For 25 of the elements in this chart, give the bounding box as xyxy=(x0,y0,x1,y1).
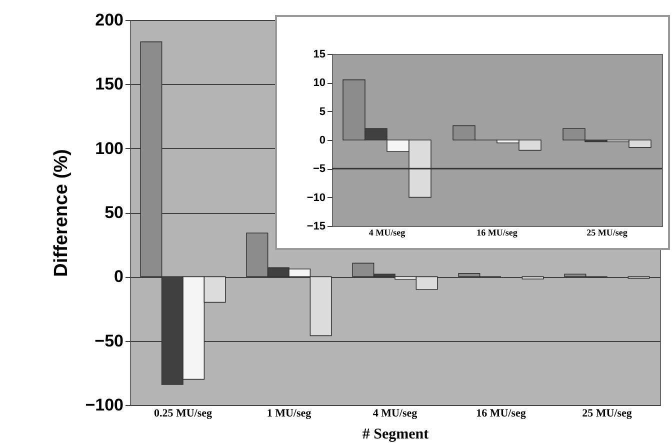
y-tick-label: 15 xyxy=(313,48,326,60)
bar xyxy=(522,276,544,280)
y-tick-label: 150 xyxy=(95,74,124,94)
x-axis-title: # Segment xyxy=(362,426,429,442)
y-tick-label: 200 xyxy=(95,10,124,30)
x-tick-label: 25 MU/seg xyxy=(582,408,632,420)
y-tick-label: −10 xyxy=(306,192,326,204)
x-tick-label: 4 MU/seg xyxy=(372,408,418,420)
y-tick-label: −50 xyxy=(94,331,124,350)
y-tick-label: 100 xyxy=(95,138,124,158)
y-tick-label: −100 xyxy=(85,396,124,414)
x-tick-label: 1 MU/seg xyxy=(266,408,312,420)
y-axis-title: Difference (%) xyxy=(51,149,72,277)
x-tick-label: 25 MU/seg xyxy=(586,228,628,238)
x-tick-label: 16 MU/seg xyxy=(476,408,526,420)
y-tick-label: 0 xyxy=(114,267,124,286)
x-tick-label: 0.25 MU/seg xyxy=(154,408,213,420)
x-tick-label: 16 MU/seg xyxy=(476,228,518,238)
y-tick-label: −15 xyxy=(306,220,326,232)
y-tick-label: −5 xyxy=(312,163,326,176)
y-tick-label: 10 xyxy=(313,77,326,90)
y-tick-label: 5 xyxy=(319,106,326,118)
y-tick-label: 0 xyxy=(319,134,326,146)
y-tick-label: 50 xyxy=(104,203,124,222)
x-tick-label: 4 MU/seg xyxy=(368,228,406,238)
